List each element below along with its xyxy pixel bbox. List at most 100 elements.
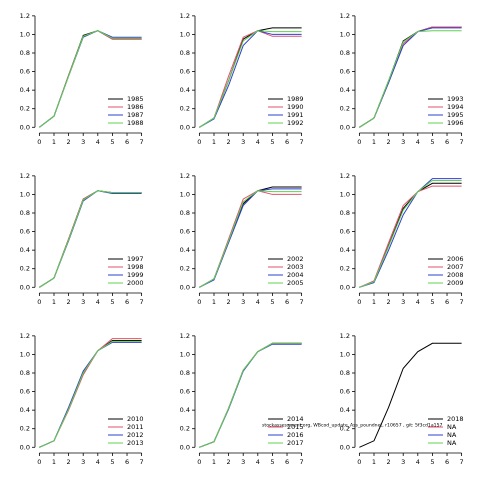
legend-label: 2005 bbox=[287, 279, 304, 287]
x-tick-label: 5 bbox=[430, 138, 434, 146]
legend-label: 1998 bbox=[127, 263, 144, 271]
footnote: stockassessment.org, WBcod_update_Ass_po… bbox=[262, 423, 443, 429]
y-tick-label: 0.8 bbox=[340, 369, 350, 377]
legend-label: 2004 bbox=[287, 271, 304, 279]
x-tick-label: 3 bbox=[81, 138, 85, 146]
series-line bbox=[359, 342, 462, 448]
legend-label: 2015 bbox=[287, 423, 304, 431]
x-tick-label: 0 bbox=[357, 458, 361, 466]
y-tick-label: 1.0 bbox=[20, 190, 30, 198]
legend-label: 2018 bbox=[447, 415, 464, 423]
y-tick-label: 0.0 bbox=[340, 123, 350, 131]
panel: 0.00.20.40.60.81.01.20 1 2 3 4 5 6 720102011201… bbox=[20, 332, 144, 466]
y-tick-label: 0.8 bbox=[20, 369, 30, 377]
y-tick-label: 0.0 bbox=[180, 443, 190, 451]
legend-label: 1995 bbox=[447, 111, 464, 119]
y-tick-label: 0.8 bbox=[180, 209, 190, 217]
panel: 0.00.20.40.60.81.01.20 1 2 3 4 5 6 720022003200… bbox=[180, 172, 304, 306]
x-tick-label: 2 bbox=[67, 298, 71, 306]
series-line bbox=[359, 178, 462, 288]
legend-label: 1986 bbox=[127, 103, 144, 111]
legend-label: 1992 bbox=[287, 119, 304, 127]
y-tick-label: 1.2 bbox=[20, 332, 30, 340]
x-tick-label: 1 bbox=[212, 138, 216, 146]
y-tick-label: 0.0 bbox=[20, 283, 30, 291]
x-tick-label: 1 bbox=[372, 138, 376, 146]
x-tick-label: 6 bbox=[445, 458, 449, 466]
y-tick-label: 1.0 bbox=[340, 30, 350, 38]
x-tick-label: 7 bbox=[140, 138, 144, 146]
legend-label: 2012 bbox=[127, 431, 144, 439]
x-tick-label: 6 bbox=[285, 298, 289, 306]
y-tick-label: 1.2 bbox=[20, 12, 30, 20]
x-tick-label: 6 bbox=[445, 138, 449, 146]
x-tick-label: 3 bbox=[401, 298, 405, 306]
y-tick-label: 0.6 bbox=[180, 68, 190, 76]
panel: 0.00.20.40.60.81.01.20 1 2 3 4 5 6 719851986198… bbox=[20, 12, 144, 146]
y-tick-label: 1.0 bbox=[180, 190, 190, 198]
x-tick-label: 3 bbox=[401, 138, 405, 146]
y-tick-label: 0.4 bbox=[20, 246, 30, 254]
series-line bbox=[359, 180, 462, 288]
x-tick-label: 4 bbox=[416, 138, 420, 146]
y-tick-label: 0.6 bbox=[180, 388, 190, 396]
series-line bbox=[359, 30, 462, 128]
y-tick-label: 0.2 bbox=[340, 105, 350, 113]
x-tick-label: 7 bbox=[140, 298, 144, 306]
legend-label: 1994 bbox=[447, 103, 464, 111]
legend-label: 2008 bbox=[447, 271, 464, 279]
x-tick-label: 0 bbox=[197, 458, 201, 466]
series-line bbox=[199, 30, 302, 128]
series-line bbox=[39, 340, 142, 448]
x-tick-label: 5 bbox=[270, 298, 274, 306]
y-tick-label: 0.0 bbox=[20, 443, 30, 451]
legend-label: NA bbox=[447, 439, 457, 447]
y-tick-label: 0.8 bbox=[20, 209, 30, 217]
y-tick-label: 0.6 bbox=[20, 388, 30, 396]
panel: 0.00.20.40.60.81.01.20 1 2 3 4 5 6 719891990199… bbox=[180, 12, 304, 146]
x-tick-label: 2 bbox=[227, 138, 231, 146]
x-tick-label: 0 bbox=[37, 138, 41, 146]
x-tick-label: 5 bbox=[270, 458, 274, 466]
y-tick-label: 1.2 bbox=[340, 12, 350, 20]
y-tick-label: 0.6 bbox=[340, 388, 350, 396]
x-tick-label: 1 bbox=[52, 138, 56, 146]
y-tick-label: 0.2 bbox=[340, 425, 350, 433]
series-line bbox=[39, 30, 142, 128]
x-tick-label: 5 bbox=[430, 458, 434, 466]
x-tick-label: 0 bbox=[357, 298, 361, 306]
y-tick-label: 1.0 bbox=[180, 30, 190, 38]
x-tick-label: 7 bbox=[300, 298, 304, 306]
y-tick-label: 0.2 bbox=[180, 425, 190, 433]
y-tick-label: 1.0 bbox=[340, 190, 350, 198]
legend-label: 2017 bbox=[287, 439, 304, 447]
series-line bbox=[199, 190, 302, 288]
x-tick-label: 3 bbox=[241, 138, 245, 146]
x-tick-label: 2 bbox=[67, 138, 71, 146]
x-tick-label: 3 bbox=[81, 298, 85, 306]
x-tick-label: 4 bbox=[416, 458, 420, 466]
y-tick-label: 1.2 bbox=[180, 12, 190, 20]
legend-label: 1997 bbox=[127, 255, 144, 263]
legend-label: NA bbox=[447, 423, 457, 431]
legend-label: 2009 bbox=[447, 279, 464, 287]
series-line bbox=[39, 190, 142, 288]
x-tick-label: 5 bbox=[110, 458, 114, 466]
y-tick-label: 0.0 bbox=[180, 123, 190, 131]
legend-label: 2007 bbox=[447, 263, 464, 271]
legend-label: 1993 bbox=[447, 95, 464, 103]
y-tick-label: 0.6 bbox=[20, 68, 30, 76]
y-tick-label: 0.2 bbox=[180, 265, 190, 273]
y-tick-label: 1.2 bbox=[20, 172, 30, 180]
legend-label: NA bbox=[447, 431, 457, 439]
x-tick-label: 6 bbox=[285, 138, 289, 146]
legend-label: 1988 bbox=[127, 119, 144, 127]
x-tick-label: 1 bbox=[372, 458, 376, 466]
y-tick-label: 0.4 bbox=[20, 86, 30, 94]
y-tick-label: 0.6 bbox=[20, 228, 30, 236]
x-tick-label: 2 bbox=[227, 298, 231, 306]
y-tick-label: 0.4 bbox=[340, 86, 350, 94]
y-tick-label: 0.6 bbox=[180, 228, 190, 236]
x-tick-label: 4 bbox=[256, 298, 260, 306]
